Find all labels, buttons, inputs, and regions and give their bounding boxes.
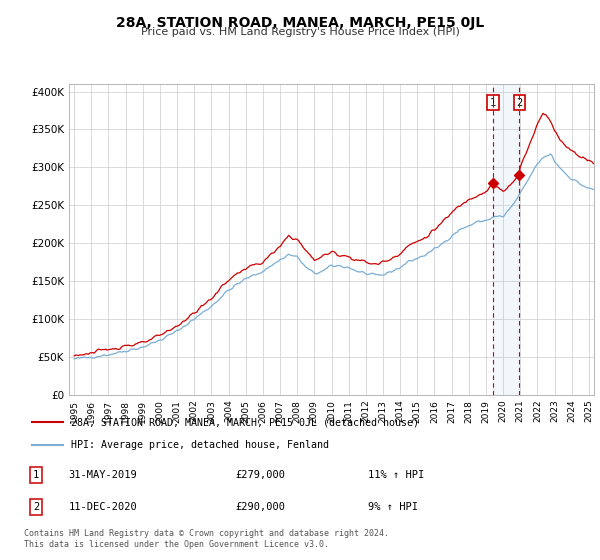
Text: 28A, STATION ROAD, MANEA, MARCH, PE15 0JL (detached house): 28A, STATION ROAD, MANEA, MARCH, PE15 0J… bbox=[71, 417, 419, 427]
Text: 9% ↑ HPI: 9% ↑ HPI bbox=[368, 502, 418, 512]
Text: 1: 1 bbox=[490, 97, 496, 108]
Text: Contains HM Land Registry data © Crown copyright and database right 2024.
This d: Contains HM Land Registry data © Crown c… bbox=[24, 529, 389, 549]
Text: 1: 1 bbox=[33, 470, 40, 480]
Text: 11% ↑ HPI: 11% ↑ HPI bbox=[368, 470, 424, 480]
Bar bbox=[493, 84, 520, 395]
Text: HPI: Average price, detached house, Fenland: HPI: Average price, detached house, Fenl… bbox=[71, 440, 329, 450]
Text: 11-DEC-2020: 11-DEC-2020 bbox=[68, 502, 137, 512]
Text: 31-MAY-2019: 31-MAY-2019 bbox=[68, 470, 137, 480]
Text: 28A, STATION ROAD, MANEA, MARCH, PE15 0JL: 28A, STATION ROAD, MANEA, MARCH, PE15 0J… bbox=[116, 16, 484, 30]
Text: 2: 2 bbox=[516, 97, 523, 108]
Text: 2: 2 bbox=[33, 502, 40, 512]
Text: £290,000: £290,000 bbox=[235, 502, 285, 512]
Text: £279,000: £279,000 bbox=[235, 470, 285, 480]
Text: Price paid vs. HM Land Registry's House Price Index (HPI): Price paid vs. HM Land Registry's House … bbox=[140, 27, 460, 37]
